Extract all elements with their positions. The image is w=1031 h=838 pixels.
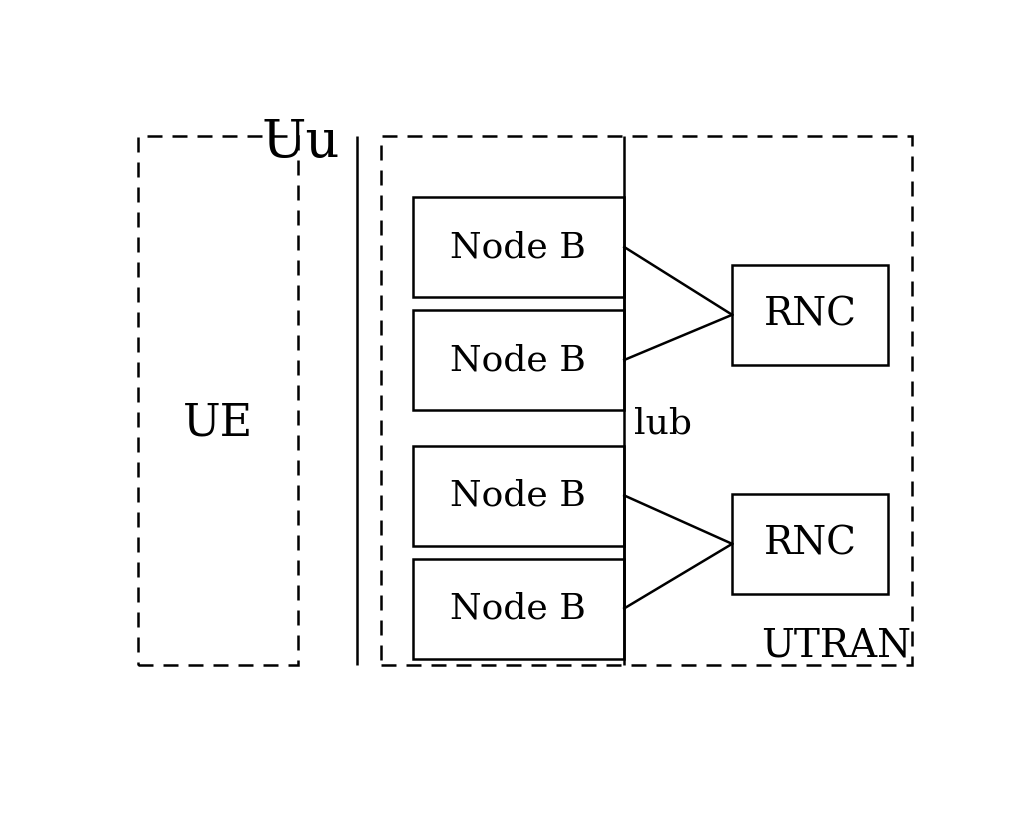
Bar [138,136,298,665]
Text: RNC: RNC [764,525,857,562]
Text: Uu: Uu [262,117,340,168]
Text: lub: lub [634,406,692,440]
Bar [412,198,624,297]
Bar [412,446,624,546]
Text: Node B: Node B [451,230,587,264]
Text: Node B: Node B [451,592,587,626]
Text: Node B: Node B [451,344,587,377]
Bar [380,136,911,665]
Bar [412,559,624,659]
Bar [412,310,624,411]
Bar [732,265,888,365]
Text: RNC: RNC [764,297,857,334]
Bar [732,494,888,594]
Text: Node B: Node B [451,478,587,513]
Text: UE: UE [184,401,254,445]
Text: UTRAN: UTRAN [761,628,911,665]
